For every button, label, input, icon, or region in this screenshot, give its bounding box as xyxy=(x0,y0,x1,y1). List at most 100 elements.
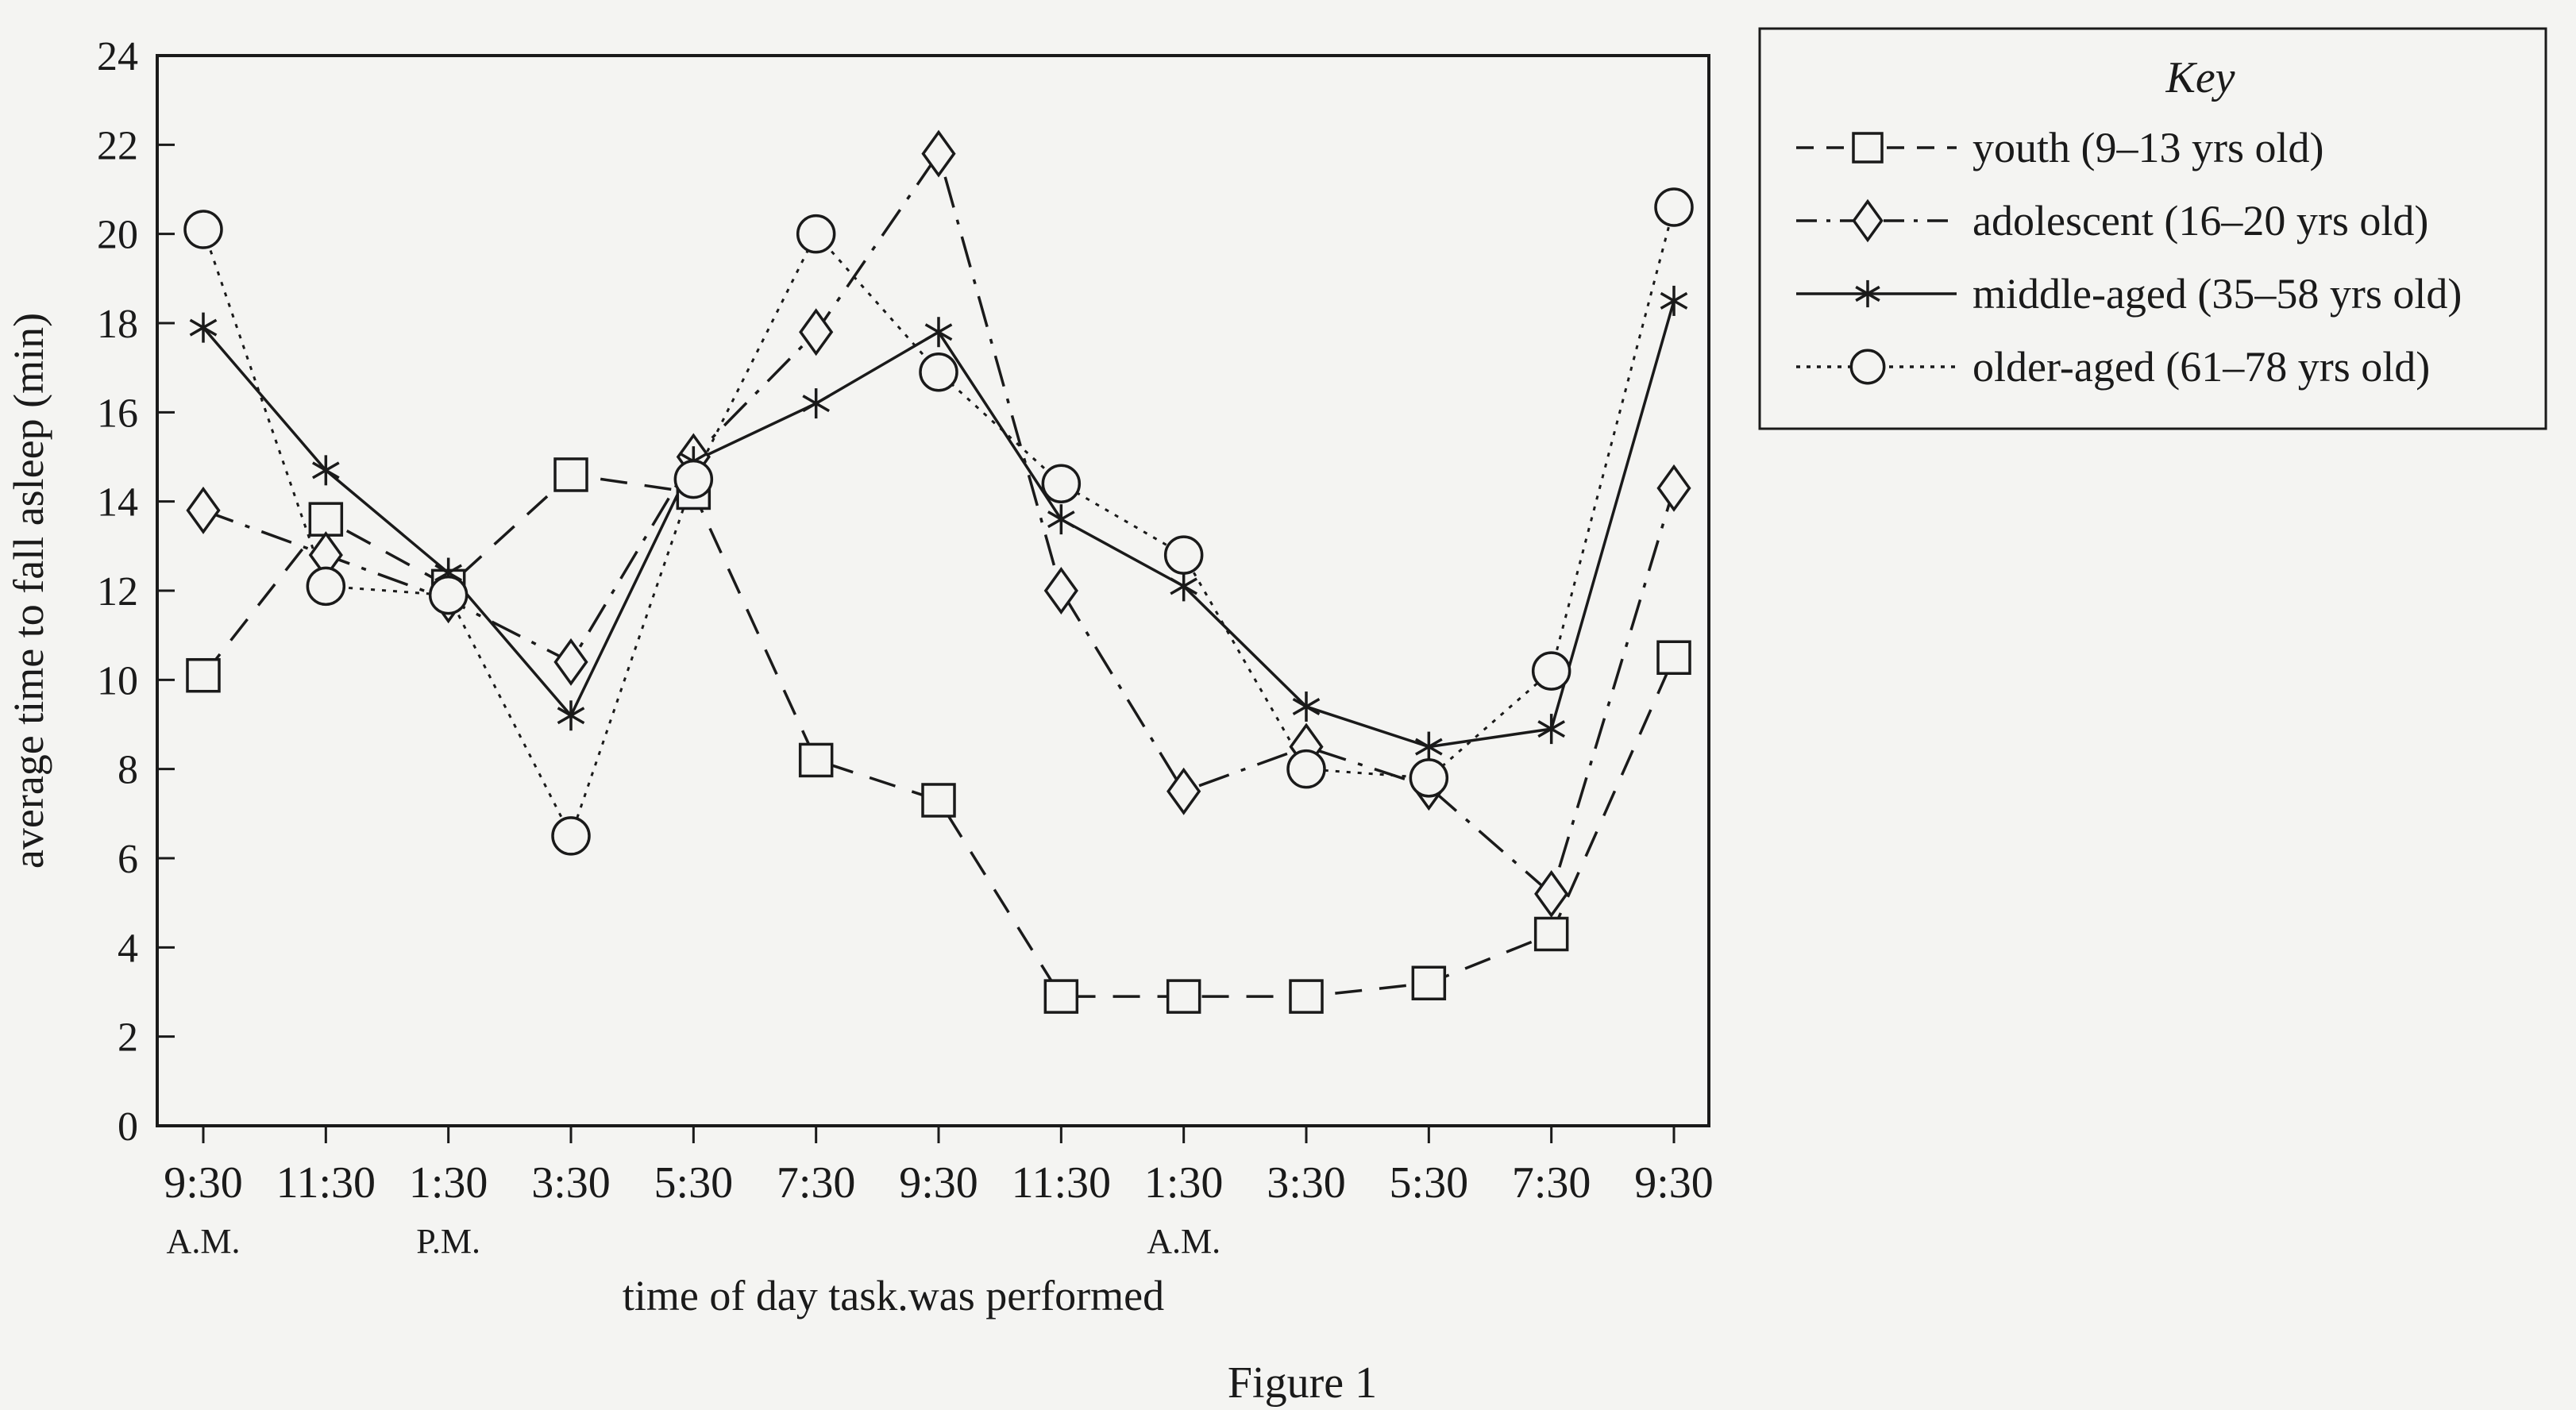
adolescent-point xyxy=(799,308,834,356)
older-aged-point xyxy=(428,575,469,615)
x-tick-label: 11:30 xyxy=(276,1158,376,1208)
older-aged-point xyxy=(1531,651,1571,691)
youth-point xyxy=(1289,979,1324,1014)
asterisk-stroke xyxy=(802,395,830,413)
adolescent-line xyxy=(202,152,1676,896)
legend-title: Key xyxy=(2165,53,2235,102)
middle-aged-point xyxy=(1292,692,1321,722)
figure-caption: Figure 1 xyxy=(1228,1358,1377,1408)
x-tick-label: 9:30 xyxy=(164,1158,243,1208)
x-tick-sublabel: P.M. xyxy=(416,1222,480,1261)
youth-point xyxy=(1166,979,1201,1014)
middle-aged-point xyxy=(1537,714,1565,745)
asterisk-stroke xyxy=(557,707,585,725)
asterisk-stroke xyxy=(1415,738,1443,756)
middle-aged-point xyxy=(1415,731,1443,762)
y-tick-label: 24 xyxy=(97,34,138,79)
y-tick-label: 4 xyxy=(118,926,138,971)
y-tick-label: 10 xyxy=(97,658,138,703)
middle-aged-point xyxy=(312,455,340,486)
youth-point xyxy=(186,657,221,693)
middle-aged-point xyxy=(1855,279,1880,308)
x-axis-ticks: 9:30 11:30 1:30 3:30 5:30 7:30 9:30 11:30 1:30 3:… xyxy=(164,1126,1714,1261)
adolescent-point xyxy=(1656,464,1691,512)
youth-point xyxy=(798,742,834,778)
y-tick-label: 2 xyxy=(118,1015,138,1061)
x-tick-label: 5:30 xyxy=(1390,1158,1469,1208)
youth-point xyxy=(1852,132,1884,164)
asterisk-stroke xyxy=(312,461,340,480)
asterisk-stroke xyxy=(1047,510,1075,529)
asterisk-stroke xyxy=(1170,577,1197,595)
y-tick-label: 14 xyxy=(97,480,138,526)
asterisk-stroke xyxy=(924,323,953,341)
x-tick-label: 9:30 xyxy=(1634,1158,1714,1208)
y-tick-label: 22 xyxy=(97,123,138,168)
asterisk-stroke xyxy=(1292,698,1321,716)
middle-aged-point xyxy=(802,388,830,419)
y-axis-label: average time to fall asleep (min) xyxy=(5,313,52,869)
older-aged-line xyxy=(202,206,1676,838)
asterisk-stroke xyxy=(189,318,218,337)
x-tick-label: 5:30 xyxy=(654,1158,734,1208)
x-tick-label: 7:30 xyxy=(1512,1158,1591,1208)
middle-aged-point xyxy=(1047,504,1075,535)
older-aged-point xyxy=(1163,535,1204,575)
older-aged-point xyxy=(183,210,223,249)
middle-aged-point xyxy=(924,317,953,348)
x-tick-label: 11:30 xyxy=(1012,1158,1111,1208)
y-tick-label: 6 xyxy=(118,837,138,882)
youth-point xyxy=(1043,979,1079,1014)
youth-point xyxy=(1533,916,1569,952)
middle-aged-point xyxy=(557,700,585,731)
older-aged-point xyxy=(919,352,958,392)
adolescent-point xyxy=(186,486,221,534)
adolescent-point xyxy=(553,638,588,686)
youth-point xyxy=(1656,640,1691,675)
x-tick-label: 3:30 xyxy=(1267,1158,1346,1208)
x-tick-label: 1:30 xyxy=(409,1158,488,1208)
y-tick-label: 8 xyxy=(118,748,138,793)
older-aged-point xyxy=(673,459,714,499)
older-aged-point xyxy=(306,566,346,607)
youth-point xyxy=(921,783,956,818)
middle-aged-point xyxy=(1170,571,1197,602)
middle-aged-point xyxy=(189,312,218,343)
older-aged-point xyxy=(1849,349,1886,385)
x-tick-sublabel: A.M. xyxy=(167,1222,241,1261)
youth-point xyxy=(1411,965,1447,1001)
older-aged-point xyxy=(1654,187,1694,227)
y-tick-label: 18 xyxy=(97,302,138,347)
older-aged-point xyxy=(1041,464,1082,503)
asterisk-stroke xyxy=(1660,291,1688,310)
legend-youth-label: youth (9–13 yrs old) xyxy=(1972,124,2323,171)
older-aged-point xyxy=(796,214,836,254)
y-tick-label: 16 xyxy=(97,391,138,436)
x-tick-label: 3:30 xyxy=(531,1158,611,1208)
y-tick-label: 0 xyxy=(118,1104,138,1150)
x-tick-label: 9:30 xyxy=(899,1158,978,1208)
y-tick-label: 12 xyxy=(97,569,138,614)
older-aged-point xyxy=(1286,749,1326,789)
asterisk-stroke xyxy=(1855,285,1880,302)
older-aged-point xyxy=(1409,758,1449,798)
adolescent-point xyxy=(1852,198,1884,243)
legend-box xyxy=(1758,27,2547,430)
x-tick-label: 7:30 xyxy=(777,1158,856,1208)
y-tick-label: 20 xyxy=(97,213,138,258)
older-aged-point xyxy=(551,816,591,856)
x-tick-sublabel: A.M. xyxy=(1147,1222,1221,1261)
middle-aged-point xyxy=(1660,285,1688,316)
legend-adolescent-label: adolescent (16–20 yrs old) xyxy=(1972,197,2428,245)
adolescent-point xyxy=(1043,567,1078,614)
adolescent-point xyxy=(921,129,956,178)
x-axis-label: time of day task.was performed xyxy=(623,1272,1164,1319)
legend-older-aged-label: older-aged (61–78 yrs old) xyxy=(1972,343,2430,391)
legend: Key youth (9–13 yrs old) adolescent (16–2… xyxy=(1758,27,2547,430)
adolescent-point xyxy=(1167,767,1201,815)
youth-point xyxy=(553,457,588,492)
adolescent-point xyxy=(1534,869,1569,918)
legend-middle-aged-label: middle-aged (35–58 yrs old) xyxy=(1972,270,2462,318)
